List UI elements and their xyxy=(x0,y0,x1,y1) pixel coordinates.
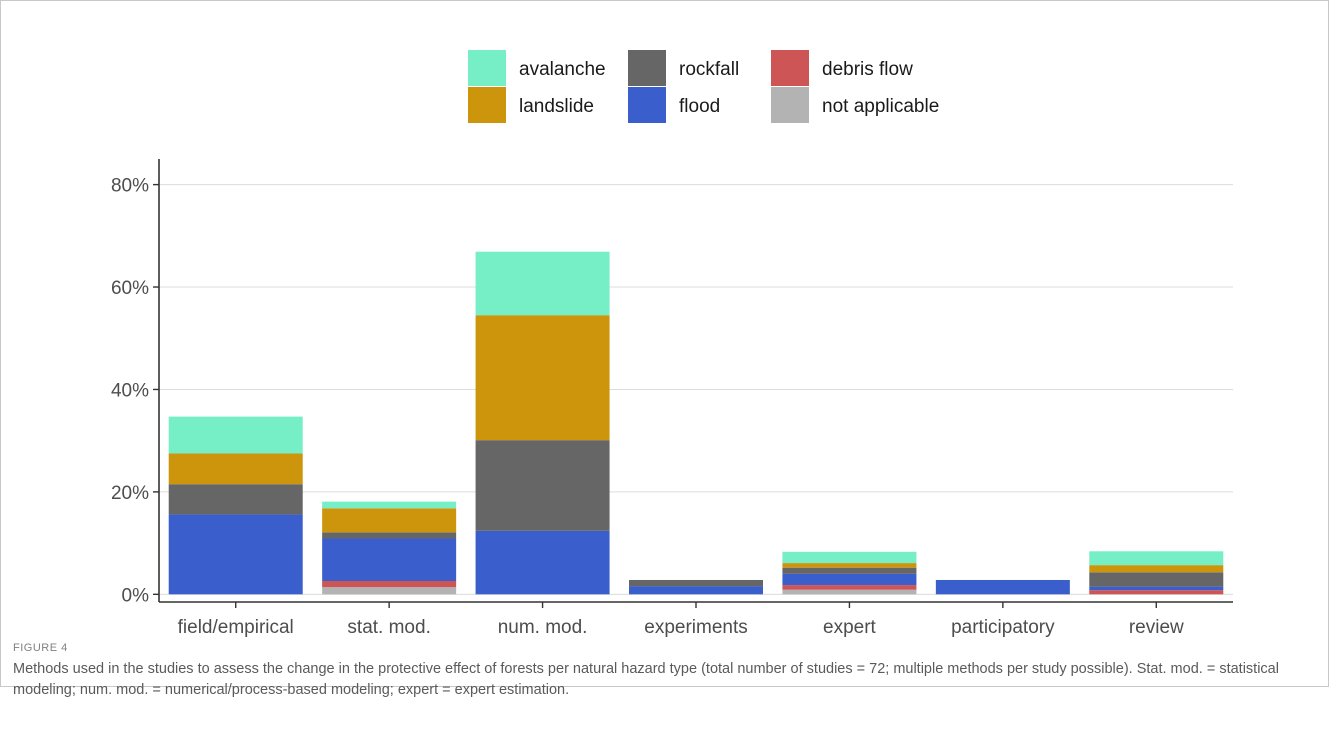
y-tick-label-60: 60% xyxy=(111,278,149,299)
bar-review-debris-flow xyxy=(1089,590,1224,595)
legend-label-rockfall: rockfall xyxy=(679,59,739,80)
bar-field-empirical-avalanche xyxy=(168,416,303,454)
bar-review-landslide xyxy=(1089,565,1224,573)
chart-legend: avalanche rockfall debris flow landslide flo… xyxy=(468,50,939,123)
x-tick-label-field-empirical: field/empirical xyxy=(178,617,294,638)
gridlines xyxy=(159,184,1233,595)
legend-key-flood xyxy=(628,87,666,123)
figure-caption: FIGURE 4 Methods used in the studies to … xyxy=(13,642,1313,701)
bar-expert-not-applicable xyxy=(782,589,917,595)
legend-label-debris-flow: debris flow xyxy=(822,59,913,80)
bar-num-mod-flood xyxy=(475,530,610,595)
x-tick-label-review: review xyxy=(1129,617,1184,638)
y-tick-label-20: 20% xyxy=(111,483,149,504)
legend-key-debris-flow xyxy=(771,50,809,86)
bar-expert-avalanche xyxy=(782,551,917,564)
y-tick-label-0: 0% xyxy=(122,585,150,606)
legend-label-avalanche: avalanche xyxy=(519,59,606,80)
bar-review-rockfall xyxy=(1089,572,1224,587)
x-tick-label-stat-mod: stat. mod. xyxy=(347,617,430,638)
bar-field-empirical-flood xyxy=(168,514,303,595)
bar-stat-mod-rockfall xyxy=(322,532,457,539)
x-tick-label-num-mod: num. mod. xyxy=(498,617,588,638)
bar-expert-debris-flow xyxy=(782,585,917,590)
legend-label-landslide: landslide xyxy=(519,96,594,117)
x-tick-label-experiments: experiments xyxy=(644,617,748,638)
bar-stat-mod-landslide xyxy=(322,508,457,533)
bar-num-mod-rockfall xyxy=(475,440,610,531)
bar-experiments-rockfall xyxy=(629,579,763,587)
legend-key-not-applicable xyxy=(771,87,809,123)
legend-label-not-applicable: not applicable xyxy=(822,96,939,117)
bar-experiments-flood xyxy=(629,586,763,595)
x-axis-ticks: field/empirical stat. mod. num. mod. experi… xyxy=(178,602,1184,638)
figure-label: FIGURE 4 xyxy=(13,642,68,654)
bar-stat-mod-flood xyxy=(322,538,457,582)
bar-field-empirical-rockfall xyxy=(168,484,303,515)
y-tick-label-80: 80% xyxy=(111,176,149,197)
legend-label-flood: flood xyxy=(679,96,720,117)
bars xyxy=(168,251,1224,595)
x-tick-label-expert: expert xyxy=(823,617,877,638)
axes xyxy=(158,159,1233,603)
bar-participatory-flood xyxy=(935,579,1070,595)
stacked-bar-chart: avalanche rockfall debris flow landslide flo… xyxy=(111,50,1233,638)
bar-review-flood xyxy=(1089,586,1224,591)
y-tick-label-40: 40% xyxy=(111,380,149,401)
figure-frame: avalanche rockfall debris flow landslide flo… xyxy=(0,0,1329,687)
legend-key-rockfall xyxy=(628,50,666,86)
bar-expert-landslide xyxy=(782,563,917,568)
legend-key-avalanche xyxy=(468,50,506,86)
bar-expert-flood xyxy=(782,573,917,586)
bar-stat-mod-not-applicable xyxy=(322,587,457,595)
bar-num-mod-landslide xyxy=(475,315,610,441)
bar-stat-mod-debris-flow xyxy=(322,581,457,588)
bar-num-mod-avalanche xyxy=(475,251,610,316)
x-tick-label-participatory: participatory xyxy=(951,617,1055,638)
bar-field-empirical-landslide xyxy=(168,453,303,485)
bar-expert-rockfall xyxy=(782,567,917,574)
legend-key-landslide xyxy=(468,87,506,123)
bar-stat-mod-avalanche xyxy=(322,501,457,509)
bar-review-avalanche xyxy=(1089,551,1224,566)
caption-text: Methods used in the studies to assess th… xyxy=(13,661,1279,698)
y-axis-ticks: 0% 20% 40% 60% 80% xyxy=(111,176,159,606)
